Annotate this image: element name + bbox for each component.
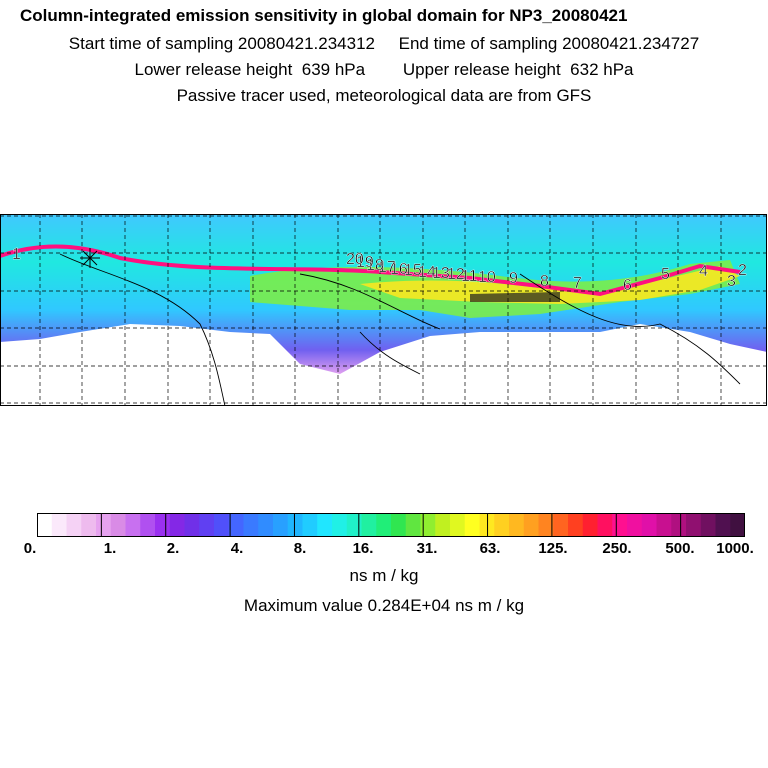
sampling-time-line: Start time of sampling 20080421.234312 E… (68, 34, 700, 53)
tracer-info-line: Passive tracer used, meteorological data… (176, 86, 592, 105)
colorbar-tick: 125. (538, 540, 568, 557)
colorbar-swatch (656, 513, 672, 537)
colorbar-swatch (641, 513, 657, 537)
track-label: 16 (390, 261, 408, 278)
colorbar-swatch (140, 513, 156, 537)
colorbar-frame (37, 513, 745, 537)
track-label: 12 (447, 266, 465, 283)
colorbar-swatch (553, 513, 569, 537)
colorbar-swatch (332, 513, 348, 537)
colorbar-swatch (199, 513, 215, 537)
colorbar-swatch (302, 513, 318, 537)
colorbar-swatch (671, 513, 687, 537)
track-label: 4 (699, 263, 708, 280)
colorbar-swatch (686, 513, 702, 537)
track-label: 6 (623, 277, 632, 294)
colorbar-swatch (405, 513, 421, 537)
colorbar-swatch (391, 513, 407, 537)
colorbar-swatch (96, 513, 112, 537)
dark-core (470, 292, 560, 302)
plot-title: Column-integrated emission sensitivity i… (20, 6, 628, 25)
track-label: 3 (727, 273, 736, 290)
colorbar-swatch (523, 513, 539, 537)
coastlines (59, 253, 741, 406)
colorbar-swatch (81, 513, 97, 537)
colorbar-tick: 0. (23, 540, 37, 557)
colorbar-tick: 4. (230, 540, 244, 557)
colorbar-swatch (287, 513, 303, 537)
colorbar-tick: 250. (602, 540, 632, 557)
maximum-value-text: Maximum value 0.284E+04 ns m / kg (243, 596, 525, 615)
track-label: 9 (509, 270, 518, 287)
colorbar-swatch (361, 513, 377, 537)
colorbar-swatch (155, 513, 171, 537)
colorbar-swatch (184, 513, 200, 537)
colorbar-tick: 31. (416, 540, 438, 557)
colorbar-tick: 8. (293, 540, 307, 557)
track-label: 19 (356, 254, 374, 271)
colorbar-swatch (494, 513, 510, 537)
colorbar-tick: 16. (352, 540, 374, 557)
colorbar-swatch (597, 513, 613, 537)
colorbar-tick: 500. (665, 540, 695, 557)
colorbar-tick: 2. (166, 540, 180, 557)
colorbar-swatch (125, 513, 141, 537)
colorbar-swatch (66, 513, 82, 537)
track-label: 5 (661, 266, 670, 283)
track-label: 7 (573, 275, 582, 292)
release-height-line: Lower release height 639 hPa Upper relea… (134, 60, 634, 79)
colorbar-swatch (110, 513, 126, 537)
colorbar-swatch (464, 513, 480, 537)
track-label: 11 (461, 268, 478, 285)
colorbar-swatch (538, 513, 554, 537)
colorbar-swatch (51, 513, 67, 537)
colorbar-swatch (509, 513, 525, 537)
colorbar-units: ns m / kg (349, 566, 419, 585)
colorbar-swatch (37, 513, 53, 537)
colorbar-swatch (450, 513, 466, 537)
colorbar-swatch (346, 513, 362, 537)
track-label: 1 (12, 246, 21, 263)
emission-sensitivity-map: 1 2 3 4 5 6 7 8 9 10 11 12 13 14 15 16 1… (0, 214, 767, 406)
colorbar-swatch (376, 513, 392, 537)
track-label: 2 (738, 262, 747, 279)
colorbar-swatch (420, 513, 436, 537)
track-label: 10 (478, 269, 496, 286)
map-grid (0, 214, 767, 406)
track-label: 17 (378, 259, 396, 276)
map-frame (0, 214, 767, 406)
colorbar-swatch (700, 513, 716, 537)
colorbar (37, 513, 745, 537)
colorbar-tick: 1. (103, 540, 117, 557)
track-label: 18 (366, 257, 384, 274)
colorbar-tick: 63. (479, 540, 501, 557)
colorbar-swatch (258, 513, 274, 537)
colorbar-swatch (612, 513, 628, 537)
colorbar-swatch (214, 513, 230, 537)
colorbar-swatch (730, 513, 745, 537)
colorbar-swatch (169, 513, 185, 537)
colorbar-swatch (568, 513, 584, 537)
track-label: 13 (432, 265, 450, 282)
colorbar-tick: 1000. (716, 540, 754, 557)
colorbar-swatch (582, 513, 598, 537)
colorbar-swatch (317, 513, 333, 537)
track-label: 15 (404, 262, 422, 279)
colorbar-swatch (243, 513, 259, 537)
colorbar-swatch (435, 513, 451, 537)
colorbar-swatch (273, 513, 289, 537)
peak-band (360, 266, 740, 304)
colorbar-swatch (715, 513, 731, 537)
colorbar-swatch (627, 513, 643, 537)
colorbar-swatch (228, 513, 244, 537)
release-point-star-icon (80, 248, 100, 268)
track-label: 8 (540, 273, 549, 290)
track-label: 14 (418, 264, 436, 281)
track-label: 20 (346, 251, 364, 268)
